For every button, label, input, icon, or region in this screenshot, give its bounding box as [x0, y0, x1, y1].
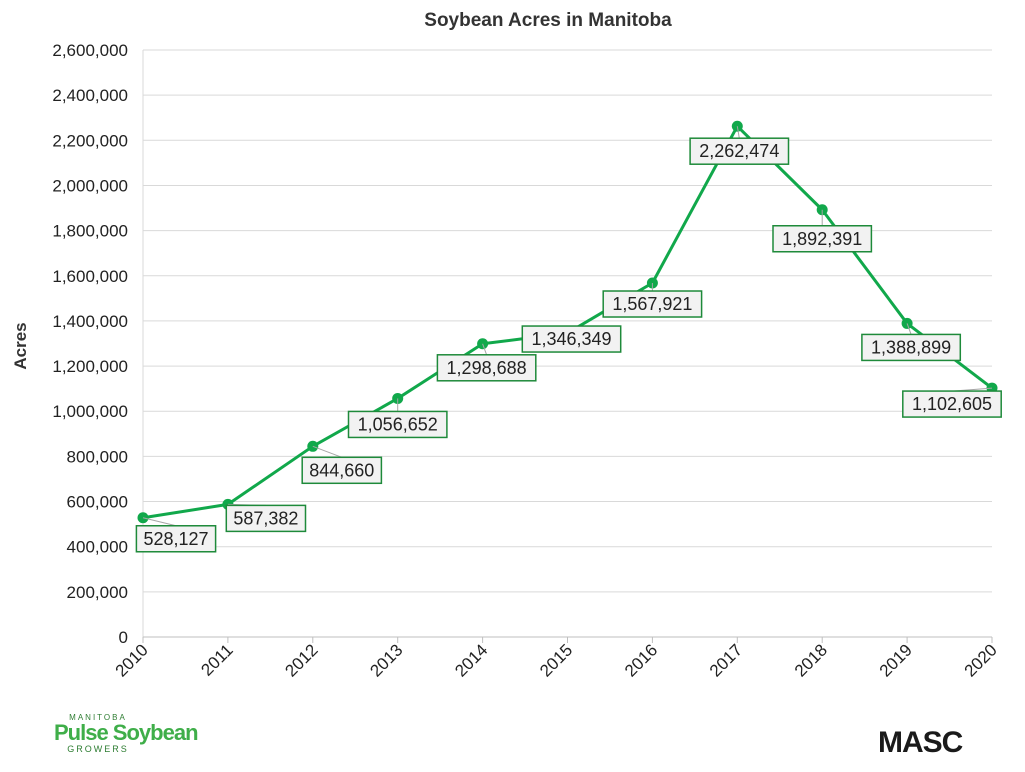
- label-leader-line: [736, 126, 740, 139]
- y-tick-label: 1,000,000: [52, 402, 128, 421]
- x-tick-label: 2017: [706, 640, 746, 680]
- y-tick-label: 1,200,000: [52, 357, 128, 376]
- x-tick-label: 2013: [366, 640, 406, 680]
- x-axis-ticks: 2010 2011 2012 2013 2014 2015 2016 2017 2018 2019…: [112, 637, 1001, 681]
- y-tick-label: 2,600,000: [52, 41, 128, 60]
- data-label-box: [902, 390, 1002, 418]
- logo-right-name: MASC: [878, 726, 963, 759]
- data-label-box: [436, 354, 537, 382]
- x-tick-label: 2014: [451, 640, 491, 680]
- data-label-box: [689, 137, 790, 165]
- data-labels: 528,127587,382844,6601,056,6521,298,6881…: [135, 126, 1002, 553]
- y-tick-label: 1,800,000: [52, 222, 128, 241]
- data-label: 1,102,605: [912, 394, 992, 414]
- data-label: 1,567,921: [612, 294, 692, 314]
- data-label: 844,660: [309, 460, 374, 480]
- data-label: 1,388,899: [871, 337, 951, 357]
- series-line-path: [142, 124, 993, 520]
- logo-left-bottom: GROWERS: [67, 744, 129, 754]
- y-tick-label: 2,200,000: [52, 131, 128, 150]
- data-label: 1,892,391: [782, 229, 862, 249]
- label-leader-line: [312, 445, 342, 458]
- y-axis-label: Acres: [11, 322, 30, 369]
- data-label: 587,382: [233, 508, 298, 528]
- chart-title: Soybean Acres in Manitoba: [424, 10, 672, 31]
- x-tick-label: 2015: [536, 640, 576, 680]
- y-tick-label: 200,000: [67, 583, 128, 602]
- x-tick-label: 2012: [281, 640, 321, 680]
- x-tick-label: 2011: [197, 640, 236, 679]
- y-tick-label: 1,400,000: [52, 312, 128, 331]
- data-label-box: [602, 290, 703, 318]
- data-label-box: [225, 504, 307, 533]
- y-axis-ticks: 0 200,000 400,000 600,000 800,000 1,000,000 1,…: [52, 41, 128, 647]
- y-tick-label: 1,600,000: [52, 267, 128, 286]
- data-label-box: [861, 333, 962, 362]
- logo-left-top: MANITOBA: [69, 713, 127, 722]
- x-tick-label: 2016: [621, 640, 661, 680]
- masc-logo: MASC: [878, 726, 963, 760]
- data-label-box: [347, 410, 448, 439]
- pulse-soybean-logo: MANITOBA Pulse Soybean GROWERS: [54, 713, 204, 763]
- gridlines: [143, 49, 992, 593]
- x-tick-label: 2020: [961, 640, 1001, 680]
- label-leader-line: [906, 323, 912, 335]
- y-tick-label: 2,000,000: [52, 176, 128, 195]
- data-label: 528,127: [143, 529, 208, 549]
- data-label: 2,262,474: [699, 141, 779, 161]
- y-tick-label: 800,000: [67, 447, 128, 466]
- data-label-box: [772, 225, 873, 253]
- y-tick-label: 400,000: [67, 538, 128, 557]
- label-leader-line: [482, 343, 488, 355]
- y-tick-label: 600,000: [67, 493, 128, 512]
- y-tick-label: 0: [119, 628, 128, 647]
- data-label: 1,346,349: [531, 329, 611, 349]
- data-label: 1,056,652: [358, 414, 438, 434]
- y-tick-label: 2,400,000: [52, 86, 128, 105]
- label-leader-line: [142, 517, 177, 527]
- data-label-box: [301, 456, 383, 485]
- x-tick-label: 2018: [791, 640, 831, 680]
- series-line: [137, 120, 998, 524]
- data-label-box: [135, 525, 217, 553]
- data-label-box: [521, 325, 622, 353]
- logo-left-name: Pulse Soybean: [54, 720, 199, 745]
- x-tick-label: 2019: [876, 640, 916, 680]
- data-label: 1,298,688: [447, 358, 527, 378]
